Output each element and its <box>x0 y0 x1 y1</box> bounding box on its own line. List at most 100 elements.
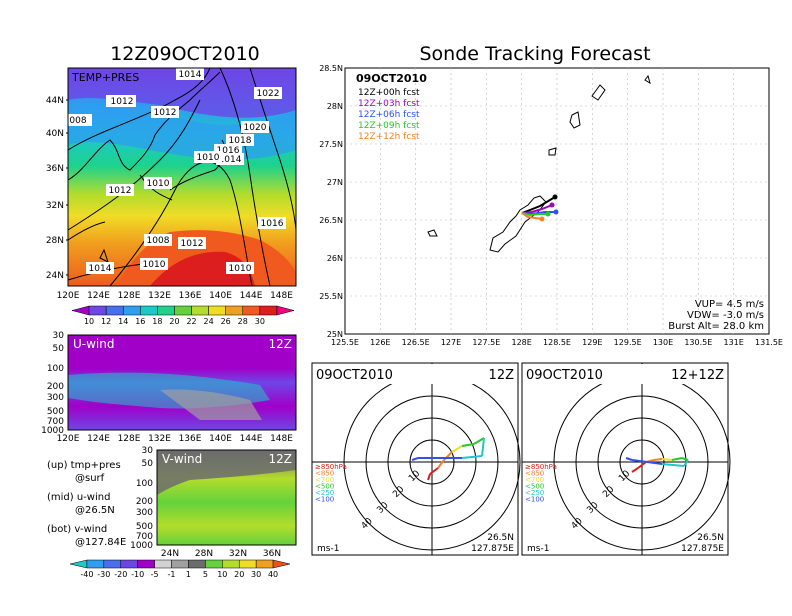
track-lon-label: 129E <box>582 338 602 347</box>
u-level-label: 30 <box>53 331 65 341</box>
wind-colorbar-label: -40 <box>80 570 93 579</box>
hodograph-trace <box>631 467 639 473</box>
isobar-label-box <box>178 237 206 249</box>
map-lon-label: 124E <box>87 291 110 301</box>
isobar-label: 1016 <box>217 146 240 156</box>
wind-colorbar-swatch <box>255 559 274 569</box>
track-legend-item: 12Z+09h fcst <box>358 121 420 131</box>
wind-colorbar-swatch <box>272 559 291 569</box>
colorbar-label: 12 <box>101 317 111 326</box>
track-legend-item: 12Z+12h fcst <box>358 132 420 142</box>
note-bot-b: @127.84E <box>75 537 126 548</box>
v-level-label: 500 <box>136 522 153 532</box>
v-lat-axis: 24N 28N 32N 36N <box>161 549 281 559</box>
isobar-label: 1010 <box>143 260 166 270</box>
isobar-label: 1010 <box>147 179 170 189</box>
track-lines <box>521 194 559 222</box>
isobar-label: 008 <box>69 116 86 126</box>
track-lon-label: 128.5E <box>543 338 571 347</box>
hodograph-unit: ms-1 <box>527 544 549 554</box>
hodograph-level-legend: <500 <box>315 483 334 491</box>
map-lat-label: 32N <box>46 201 64 211</box>
track-lon-axis: 125.5E 126E 126.5E 127E 127.5E 128E 128.5E 129E… <box>331 338 783 347</box>
u-level-label: 700 <box>47 417 64 427</box>
wind-colorbar-swatch <box>188 559 206 569</box>
wind-colorbar-swatch <box>171 559 189 569</box>
u-lon-label: 136E <box>179 434 202 444</box>
track-stat: VDW= -3.0 m/s <box>687 310 764 321</box>
note-mid-b: @26.5N <box>75 505 115 516</box>
isobar-label-box <box>176 68 204 80</box>
hodograph-trace <box>437 459 445 469</box>
wind-colorbar-swatch <box>69 559 88 569</box>
isobar-label: 1014 <box>179 70 202 80</box>
v-lat-label: 28N <box>195 549 213 559</box>
track-lon-label: 126.5E <box>402 338 430 347</box>
track-lon-label: 129.5E <box>614 338 642 347</box>
wind-colorbar: -40 -30 -20 -10 -5 -1 1 5 10 20 30 40 <box>69 559 291 579</box>
u-level-label: 500 <box>47 407 64 417</box>
hodograph-time: 12Z <box>489 368 515 383</box>
island-small-4 <box>591 84 606 101</box>
hodograph-trace <box>427 473 431 481</box>
track-line <box>521 212 548 217</box>
colorbar-label: 24 <box>204 317 214 326</box>
u-lon-label: 128E <box>118 434 141 444</box>
isobar-label-box <box>151 106 179 118</box>
wind-colorbar-label: -10 <box>131 570 144 579</box>
hodograph-level-legend: ≥850hPa <box>525 463 557 471</box>
isobar-label-box <box>226 134 254 146</box>
track-lat-label: 28.5N <box>319 64 343 73</box>
wind-colorbar-label: -1 <box>168 570 176 579</box>
map-frame <box>67 67 297 287</box>
hodograph-trace <box>631 459 663 465</box>
track-lat-label: 25N <box>327 330 343 339</box>
hodograph-title-bg <box>523 364 727 384</box>
colorbar-swatch <box>122 305 141 316</box>
hodograph-title-bg <box>313 364 517 384</box>
wind-colorbar-label: -30 <box>97 570 110 579</box>
v-level-label: 1000 <box>130 541 153 551</box>
hodograph-unit: ms-1 <box>317 544 339 554</box>
hodograph-trace <box>637 461 647 469</box>
map-lon-axis: 120E 124E 128E 132E 136E 140E 144E 148E <box>57 291 294 301</box>
wind-colorbar-swatch <box>154 559 172 569</box>
isobar <box>219 67 271 287</box>
v-wind-label: V-wind <box>162 452 202 466</box>
colorbar-swatch <box>71 305 90 316</box>
v-wind-frame <box>156 449 297 546</box>
v-lat-label: 24N <box>161 549 179 559</box>
hodograph-trace <box>681 457 689 461</box>
isobar <box>67 99 201 231</box>
wind-colorbar-swatch <box>120 559 138 569</box>
map-lat-label: 44N <box>46 96 64 106</box>
colorbar-swatch <box>225 305 244 316</box>
main-title: 12Z09OCT2010 <box>110 43 260 65</box>
isobar-label: 1010 <box>229 264 252 274</box>
track-lon-label: 131E <box>724 338 744 347</box>
isobar-label: 1022 <box>257 89 280 99</box>
track-legend-item: 12Z+06h fcst <box>358 110 420 120</box>
map-lat-label: 28N <box>46 236 64 246</box>
track-endpoint <box>552 194 558 200</box>
hodograph-trace <box>653 458 663 461</box>
track-lon-label: 130.5E <box>684 338 712 347</box>
hodograph-trace <box>683 459 689 467</box>
hodograph-level-legend: <100 <box>315 496 334 504</box>
map-lat-label: 36N <box>46 164 64 174</box>
isobar-label-box <box>194 151 222 163</box>
u-level-label: 50 <box>53 344 65 354</box>
hodograph-level-legend: <100 <box>525 496 544 504</box>
map-lon-label: 120E <box>57 291 80 301</box>
island-small-1 <box>427 229 438 237</box>
track-lat-axis: 28.5N 28N 27.5N 27N 26.5N 26N 25.5N 25N <box>319 64 343 339</box>
hodograph-frame <box>521 362 729 556</box>
map-lon-label: 128E <box>118 291 141 301</box>
island-small-5 <box>644 74 651 85</box>
track-line <box>521 212 543 220</box>
hodograph-trace <box>661 458 673 461</box>
